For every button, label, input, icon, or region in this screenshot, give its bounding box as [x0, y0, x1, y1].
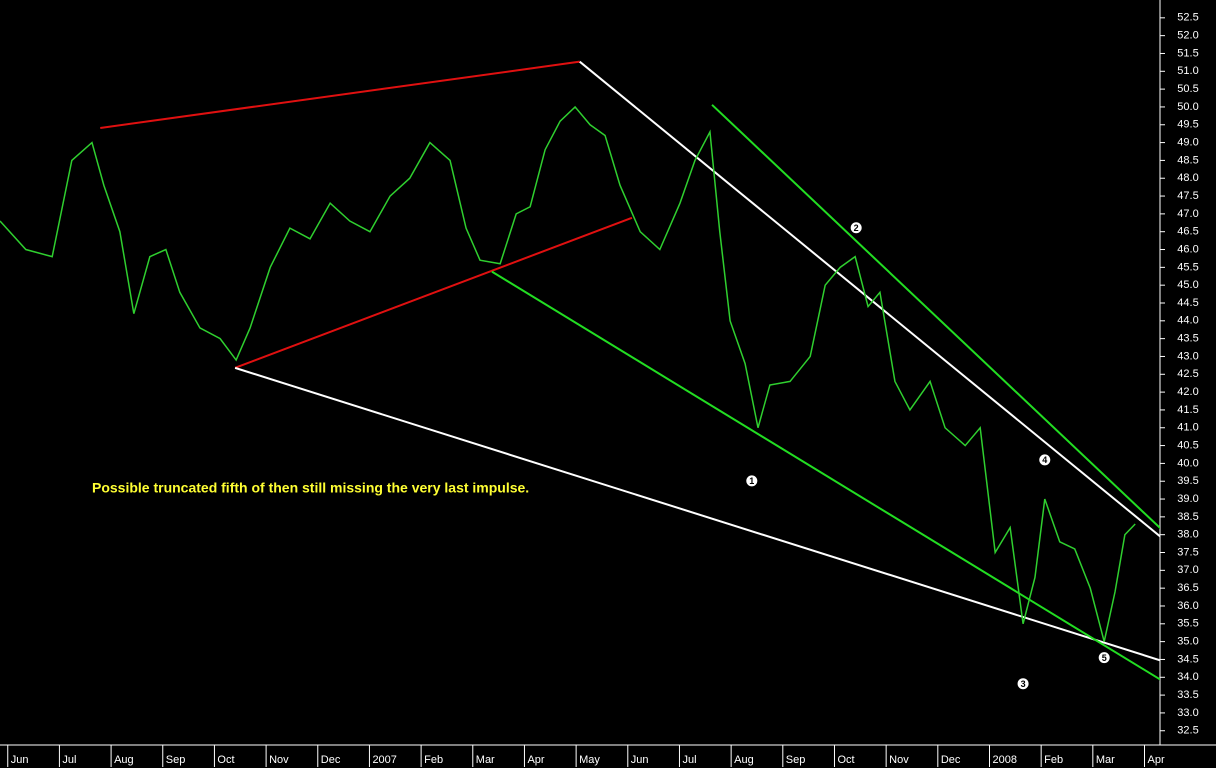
- x-tick-label: Jun: [631, 754, 649, 766]
- x-tick-label: 2008: [992, 754, 1016, 766]
- y-tick-label: 37.0: [1177, 564, 1198, 576]
- y-tick-label: 43.5: [1177, 333, 1198, 345]
- trend-line: [234, 216, 633, 369]
- y-tick-label: 46.5: [1177, 226, 1198, 238]
- y-tick-label: 52.5: [1177, 12, 1198, 24]
- y-tick-label: 36.0: [1177, 600, 1198, 612]
- y-tick-label: 44.0: [1177, 315, 1198, 327]
- x-tick-label: Nov: [889, 754, 909, 766]
- y-tick-label: 47.0: [1177, 208, 1198, 220]
- y-tick-label: 39.0: [1177, 493, 1198, 505]
- x-tick-label: Apr: [527, 754, 544, 766]
- x-tick-label: Feb: [424, 754, 443, 766]
- y-tick-label: 35.0: [1177, 636, 1198, 648]
- trend-line: [100, 60, 580, 129]
- x-tick-label: Dec: [941, 754, 961, 766]
- x-tick-label: Jun: [11, 754, 29, 766]
- x-tick-label: Apr: [1147, 754, 1164, 766]
- x-tick-label: Mar: [1096, 754, 1115, 766]
- y-tick-label: 44.5: [1177, 297, 1198, 309]
- x-tick-label: Dec: [321, 754, 341, 766]
- wave-label: 1: [749, 476, 754, 486]
- y-tick-label: 38.0: [1177, 529, 1198, 541]
- y-tick-label: 39.5: [1177, 475, 1198, 487]
- y-tick-label: 34.0: [1177, 671, 1198, 683]
- y-tick-label: 36.5: [1177, 582, 1198, 594]
- y-tick-label: 41.5: [1177, 404, 1198, 416]
- wave-label: 5: [1102, 653, 1107, 663]
- x-tick-label: Mar: [476, 754, 495, 766]
- y-tick-label: 51.0: [1177, 65, 1198, 77]
- y-tick-label: 33.5: [1177, 689, 1198, 701]
- trend-line: [234, 366, 1160, 662]
- y-tick-label: 52.0: [1177, 30, 1198, 42]
- y-tick-label: 43.0: [1177, 350, 1198, 362]
- x-tick-label: Aug: [114, 754, 134, 766]
- y-tick-label: 40.0: [1177, 457, 1198, 469]
- plot-area: [0, 60, 1160, 681]
- wave-marker: [1016, 677, 1030, 691]
- y-tick-label: 41.0: [1177, 422, 1198, 434]
- wave-label: 4: [1042, 455, 1047, 465]
- y-tick-label: 40.5: [1177, 439, 1198, 451]
- x-tick-label: 2007: [372, 754, 396, 766]
- y-tick-label: 51.5: [1177, 47, 1198, 59]
- annotation-text: Possible truncated fifth of then still m…: [92, 480, 529, 496]
- y-tick-label: 45.5: [1177, 261, 1198, 273]
- y-tick-label: 45.0: [1177, 279, 1198, 291]
- y-tick-label: 35.5: [1177, 618, 1198, 630]
- wave-marker: [745, 474, 759, 488]
- y-tick-label: 33.0: [1177, 707, 1198, 719]
- y-tick-label: 38.5: [1177, 511, 1198, 523]
- y-tick-label: 42.0: [1177, 386, 1198, 398]
- x-tick-label: Feb: [1044, 754, 1063, 766]
- y-tick-label: 47.5: [1177, 190, 1198, 202]
- x-tick-label: Sep: [166, 754, 186, 766]
- y-tick-label: 46.0: [1177, 243, 1198, 255]
- wave-marker: [849, 221, 863, 235]
- y-tick-label: 49.5: [1177, 119, 1198, 131]
- x-tick-label: Nov: [269, 754, 289, 766]
- y-tick-label: 34.5: [1177, 653, 1198, 665]
- y-tick-label: 50.0: [1177, 101, 1198, 113]
- y-tick-label: 32.5: [1177, 725, 1198, 737]
- y-tick-label: 37.5: [1177, 546, 1198, 558]
- y-tick-label: 49.0: [1177, 136, 1198, 148]
- x-tick-label: Jul: [682, 754, 696, 766]
- x-tick-label: Aug: [734, 754, 754, 766]
- x-tick-label: Sep: [786, 754, 806, 766]
- y-tick-label: 48.5: [1177, 154, 1198, 166]
- trend-line: [491, 270, 1160, 681]
- y-tick-label: 50.5: [1177, 83, 1198, 95]
- trend-line: [579, 60, 1160, 538]
- x-tick-label: Jul: [62, 754, 76, 766]
- y-tick-label: 42.5: [1177, 368, 1198, 380]
- trend-line: [711, 104, 1160, 530]
- x-tick-label: Oct: [837, 754, 854, 766]
- x-tick-label: Oct: [217, 754, 234, 766]
- wave-marker: [1097, 651, 1111, 665]
- wave-label: 3: [1021, 679, 1026, 689]
- wave-label: 2: [854, 223, 859, 233]
- price-line: [0, 105, 1136, 642]
- y-tick-label: 48.0: [1177, 172, 1198, 184]
- x-tick-label: May: [579, 754, 600, 766]
- wave-marker: [1038, 453, 1052, 467]
